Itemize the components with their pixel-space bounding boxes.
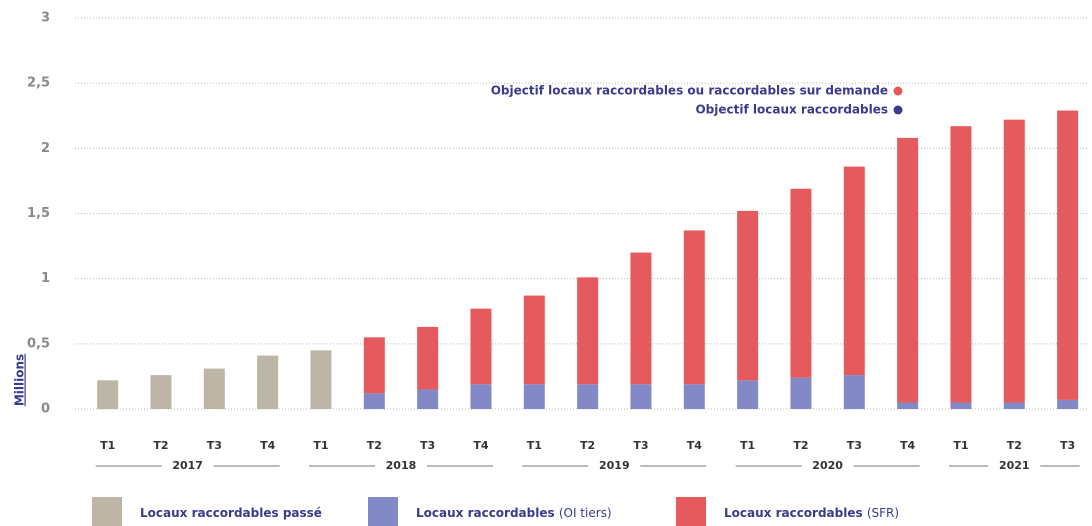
x-tick-label: T3: [207, 439, 222, 452]
bar-segment: [523, 384, 545, 409]
legend-qualifier: (SFR): [867, 506, 899, 520]
bar-segment: [790, 377, 812, 409]
x-tick-label: T2: [153, 439, 168, 452]
bar-segment: [843, 166, 865, 376]
legend-swatch: [676, 497, 706, 526]
legend-name: Locaux raccordables: [724, 506, 863, 520]
x-tick-label: T4: [260, 439, 276, 452]
bar-segment: [203, 368, 225, 409]
bar-segment: [950, 126, 972, 403]
bar-segment: [1003, 119, 1025, 403]
bar-segment: [363, 337, 385, 394]
year-label: 2017: [172, 459, 203, 472]
bar-segment: [737, 210, 759, 381]
annotation-dot: [893, 86, 903, 96]
legend-label: Locaux raccordables (OI tiers): [416, 506, 612, 520]
year-label: 2018: [386, 459, 417, 472]
x-tick-label: T2: [793, 439, 808, 452]
bar-segment: [470, 308, 492, 385]
y-tick-label: 2: [41, 141, 50, 156]
x-tick-label: T3: [633, 439, 648, 452]
year-label: 2019: [599, 459, 630, 472]
bar-segment: [310, 350, 332, 409]
legend-swatch: [368, 497, 398, 526]
bar-segment: [363, 393, 385, 409]
bar-segment: [737, 380, 759, 409]
legend-name: Locaux raccordables: [416, 506, 555, 520]
x-tick-label: T1: [740, 439, 755, 452]
x-tick-label: T2: [367, 439, 382, 452]
y-tick-label: 0,5: [27, 336, 50, 351]
x-tick-label: T1: [100, 439, 115, 452]
legend-label: Locaux raccordables passé: [140, 506, 322, 520]
legend-swatch: [92, 497, 122, 526]
legend-label: Locaux raccordables (SFR): [724, 506, 899, 520]
bar-segment: [97, 380, 119, 409]
bar-segment: [1057, 110, 1079, 400]
x-tick-label: T1: [953, 439, 968, 452]
x-tick-label: T2: [580, 439, 595, 452]
bar-segment: [470, 384, 492, 409]
bar-segment: [577, 277, 599, 385]
bar-segment: [417, 326, 439, 390]
y-tick-label: 0: [41, 402, 50, 417]
annotation: Objectif locaux raccordables: [695, 103, 888, 117]
bar-segment: [950, 402, 972, 409]
bar-segment: [1003, 402, 1025, 409]
y-tick-label: 2,5: [27, 76, 50, 91]
x-tick-label: T4: [473, 439, 489, 452]
annotation-dot: [893, 105, 903, 115]
annotation: Objectif locaux raccordables ou raccorda…: [491, 84, 888, 98]
x-tick-label: T3: [420, 439, 435, 452]
bar-segment: [897, 402, 919, 409]
bar-segment: [683, 384, 705, 409]
year-label: 2020: [812, 459, 843, 472]
x-tick-label: T2: [1007, 439, 1022, 452]
bar-segment: [577, 384, 599, 409]
y-tick-label: 1: [41, 271, 50, 286]
x-tick-label: T4: [900, 439, 916, 452]
bar-segment: [150, 375, 172, 409]
bar-segment: [630, 384, 652, 409]
bar-segment: [897, 137, 919, 403]
bar-segment: [1057, 399, 1079, 409]
bar-segment: [523, 295, 545, 385]
x-tick-label: T1: [527, 439, 542, 452]
bar-segment: [417, 389, 439, 409]
x-tick-label: T1: [313, 439, 328, 452]
legend-name: Locaux raccordables passé: [140, 506, 322, 520]
y-tick-label: 3: [41, 11, 50, 26]
bar-segment: [843, 375, 865, 409]
x-tick-label: T4: [687, 439, 703, 452]
bar-segment: [683, 230, 705, 385]
x-tick-label: T3: [1060, 439, 1075, 452]
legend-qualifier: (OI tiers): [559, 506, 612, 520]
y-tick-label: 1,5: [27, 206, 50, 221]
year-label: 2021: [999, 459, 1030, 472]
x-tick-label: T3: [847, 439, 862, 452]
bar-segment: [257, 355, 279, 409]
y-axis-label: Millions: [13, 354, 27, 406]
bar-segment: [630, 252, 652, 385]
bar-segment: [790, 188, 812, 378]
